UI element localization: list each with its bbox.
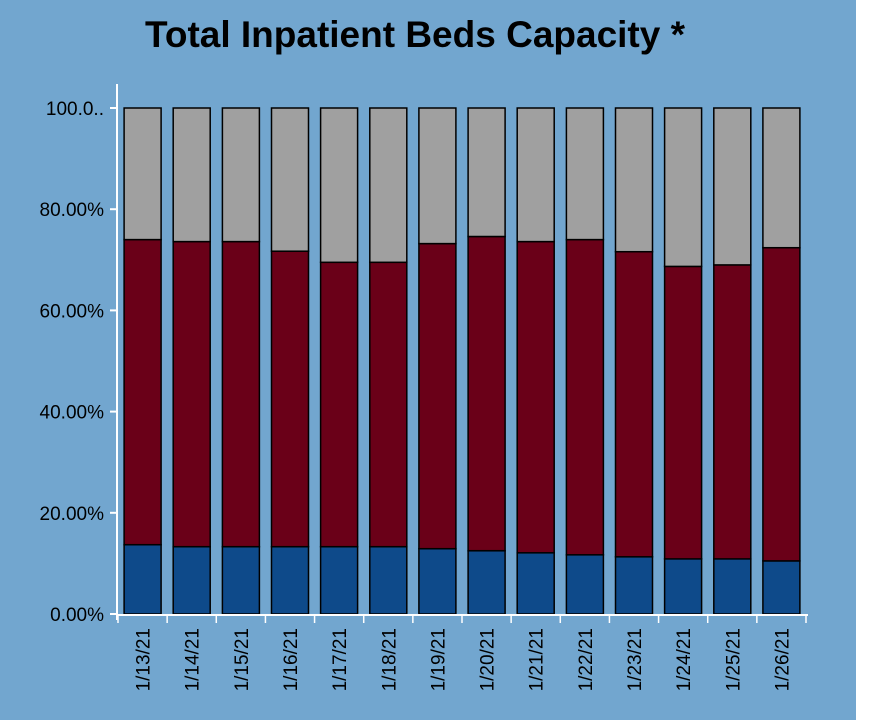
bar-segment-2 [467, 235, 506, 552]
bar-segment-1 [565, 554, 605, 615]
bar-segment-2 [762, 246, 801, 562]
x-tick-label: 1/22/21 [576, 628, 597, 691]
bar-segment-3 [565, 107, 605, 241]
bar-segment-2 [663, 265, 703, 560]
y-tick-label: 80.00% [40, 200, 105, 221]
bar-segment-2 [172, 240, 211, 548]
bars-layer [123, 107, 801, 615]
x-tick-label: 1/17/21 [330, 628, 351, 691]
y-tick-label: 40.00% [40, 403, 105, 424]
bar-segment-2 [270, 250, 310, 548]
stacked-bar-chart: 0.00% 20.00% 40.00% 60.00% 80.00% 100.0.. 1/13… [40, 84, 808, 691]
bar-segment-2 [369, 261, 408, 548]
bar-segment-3 [467, 107, 506, 238]
bar-segment-3 [270, 107, 310, 252]
bar-segment-2 [123, 238, 162, 546]
x-tick-label: 1/15/21 [232, 628, 253, 691]
x-tick-label: 1/21/21 [527, 628, 548, 691]
x-tick-label: 1/25/21 [723, 628, 744, 691]
bar-segment-1 [123, 543, 162, 615]
bar-segment-1 [614, 556, 654, 615]
bar-segment-1 [369, 545, 408, 615]
bar-segment-2 [614, 250, 654, 558]
bar-segment-2 [319, 261, 359, 548]
bar-segment-2 [418, 242, 457, 550]
bar-segment-1 [172, 545, 211, 615]
x-tick-label: 1/24/21 [674, 628, 695, 691]
bar-segment-3 [762, 107, 801, 249]
bar-segment-3 [713, 107, 752, 266]
x-tick-label: 1/19/21 [428, 628, 449, 691]
bar-segment-3 [221, 107, 261, 243]
bar-segment-3 [418, 107, 457, 245]
bar-segment-3 [123, 107, 162, 241]
bar-segment-1 [270, 545, 310, 615]
bar-segment-1 [713, 558, 752, 615]
bar-segment-1 [516, 552, 555, 615]
axes-layer: 0.00% 20.00% 40.00% 60.00% 80.00% 100.0.. 1/13… [40, 84, 808, 691]
bar-segment-2 [713, 264, 752, 560]
x-tick-label: 1/18/21 [379, 628, 400, 691]
x-tick-label: 1/20/21 [478, 628, 499, 691]
bar-segment-3 [663, 107, 703, 268]
bar-segment-1 [418, 547, 457, 615]
bar-segment-1 [221, 545, 261, 615]
bar-segment-3 [369, 107, 408, 264]
bar-segment-1 [663, 558, 703, 615]
y-tick-label: 20.00% [40, 504, 105, 525]
x-tick-label: 1/14/21 [183, 628, 204, 691]
bar-segment-3 [516, 107, 555, 243]
bar-segment-1 [762, 560, 801, 615]
bar-segment-2 [516, 240, 555, 554]
x-tick-label: 1/26/21 [772, 628, 793, 691]
x-tick-label: 1/13/21 [134, 628, 155, 691]
y-tick-label: 60.00% [40, 301, 105, 322]
chart-title: Total Inpatient Beds Capacity * [144, 14, 686, 55]
bar-segment-1 [319, 545, 359, 615]
bar-segment-2 [221, 240, 261, 548]
bar-segment-1 [467, 550, 506, 615]
bar-segment-2 [565, 238, 605, 556]
bar-segment-3 [172, 107, 211, 243]
x-tick-label: 1/16/21 [281, 628, 302, 691]
y-tick-label: 100.0.. [46, 99, 104, 120]
y-tick-label: 0.00% [50, 605, 104, 626]
bar-segment-3 [319, 107, 359, 264]
bar-segment-3 [614, 107, 654, 253]
x-tick-label: 1/23/21 [625, 628, 646, 691]
